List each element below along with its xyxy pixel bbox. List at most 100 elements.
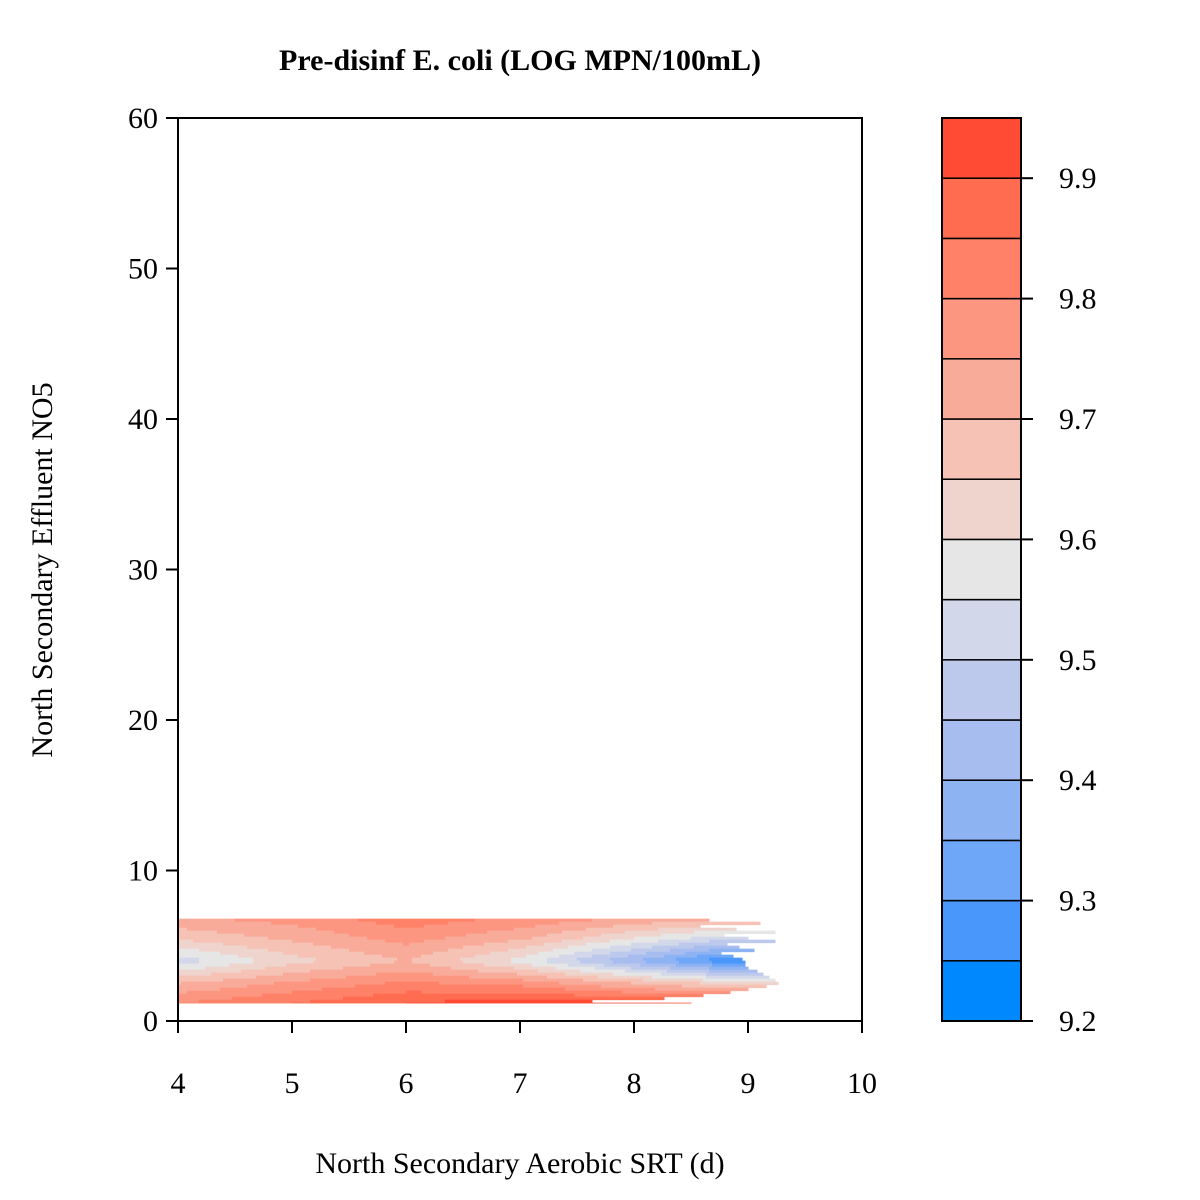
contour-cell	[511, 957, 548, 962]
contour-cell	[199, 957, 254, 962]
contour-cell	[247, 945, 332, 950]
contour-cell	[547, 933, 602, 938]
contour-cell	[655, 987, 749, 992]
contour-cell	[178, 942, 224, 947]
contour-cell	[283, 972, 377, 977]
contour-cell	[532, 963, 569, 968]
contour-cell	[514, 927, 587, 932]
contour-cell	[310, 978, 524, 983]
contour-cell	[646, 951, 686, 956]
colorbar-swatch	[941, 237, 1022, 300]
contour-cell	[487, 930, 563, 935]
contour-cell	[640, 963, 677, 968]
contour-cell	[514, 966, 557, 971]
contour-cell	[199, 948, 269, 953]
colorbar: 9.2 9.3 9.4 9.5 9.6 9.7 9.8 9.9	[941, 117, 1097, 1038]
contour-cell	[466, 933, 548, 938]
contour-cell	[265, 966, 344, 971]
contour-cell	[421, 990, 623, 995]
contour-cell	[706, 975, 770, 980]
contour-cell	[430, 963, 485, 968]
contour-cell	[313, 960, 395, 965]
contour-cell	[187, 927, 317, 932]
contour-cell	[271, 921, 377, 926]
contour-cell	[532, 936, 584, 941]
contour-cell	[370, 963, 431, 968]
contour-cell	[631, 948, 671, 953]
y-tick-label: 20	[128, 704, 158, 737]
contour-cell	[703, 978, 776, 983]
colorbar-swatch	[941, 117, 1022, 179]
contour-cell	[445, 999, 593, 1004]
contour-cell	[562, 939, 611, 944]
contour-cell	[547, 975, 599, 980]
contour-cell	[406, 1002, 692, 1004]
contour-cell	[178, 939, 194, 944]
contour-cell	[508, 948, 554, 953]
contour-cell	[484, 963, 533, 968]
contour-cell	[709, 948, 755, 953]
contour-cell	[187, 990, 293, 995]
contour-cell	[631, 942, 680, 947]
contour-cell	[523, 984, 602, 989]
contour-cell	[178, 972, 212, 977]
contour-cell	[445, 936, 533, 941]
contour-cell	[178, 981, 182, 986]
contour-cell	[178, 930, 218, 935]
contour-cell	[382, 954, 422, 959]
contour-cell	[538, 951, 575, 956]
contour-cell	[598, 975, 653, 980]
colorbar-tick-label: 9.2	[1059, 1005, 1097, 1038]
contour-cell	[286, 963, 371, 968]
contour-cell	[547, 960, 581, 965]
contour-cell	[592, 948, 632, 953]
contour-cell	[661, 972, 707, 977]
contour-cell	[241, 969, 311, 974]
contour-cell	[664, 954, 698, 959]
contour-cell	[586, 927, 659, 932]
contour-cell	[313, 942, 404, 947]
contour-cell	[460, 957, 512, 962]
contour-cell	[676, 963, 713, 968]
contour-fill	[178, 918, 779, 1004]
contour-cell	[178, 960, 200, 965]
contour-cell	[559, 954, 593, 959]
colorbar-frame	[941, 117, 1022, 1022]
y-tick-label: 30	[128, 554, 158, 587]
contour-cell	[220, 951, 284, 956]
y-tick-label: 10	[128, 855, 158, 888]
contour-cell	[643, 957, 677, 962]
contour-cell	[178, 924, 299, 929]
contour-cell	[547, 957, 578, 962]
contour-cell	[385, 939, 425, 944]
x-tick-label: 6	[399, 1067, 414, 1100]
contour-cell	[178, 975, 257, 980]
contour-cell	[544, 942, 587, 947]
contour-cell	[508, 939, 563, 944]
contour-cell	[310, 969, 479, 974]
contour-cell	[247, 984, 356, 989]
colorbar-tick-label: 9.5	[1059, 644, 1097, 677]
contour-cell	[565, 972, 614, 977]
contour-cell	[700, 981, 779, 986]
contour-cell	[199, 999, 311, 1004]
contour-cell	[298, 954, 383, 959]
contour-cell	[292, 939, 386, 944]
contour-cell	[223, 978, 311, 983]
contour-cell	[178, 957, 200, 962]
contour-cell	[376, 921, 449, 926]
contour-cell	[670, 948, 710, 953]
contour-cell	[679, 960, 713, 965]
colorbar-tick-label: 9.4	[1059, 764, 1097, 797]
contour-cell	[412, 957, 461, 962]
colorbar-swatch	[941, 719, 1022, 781]
contour-cell	[199, 960, 254, 965]
contour-cell	[349, 948, 449, 953]
contour-cell	[463, 945, 527, 950]
contour-cell	[178, 921, 272, 926]
contour-cell	[232, 996, 344, 1001]
contour-cell	[262, 993, 374, 998]
contour-cell	[610, 957, 644, 962]
contour-cell	[412, 960, 464, 965]
contour-cell	[592, 954, 629, 959]
